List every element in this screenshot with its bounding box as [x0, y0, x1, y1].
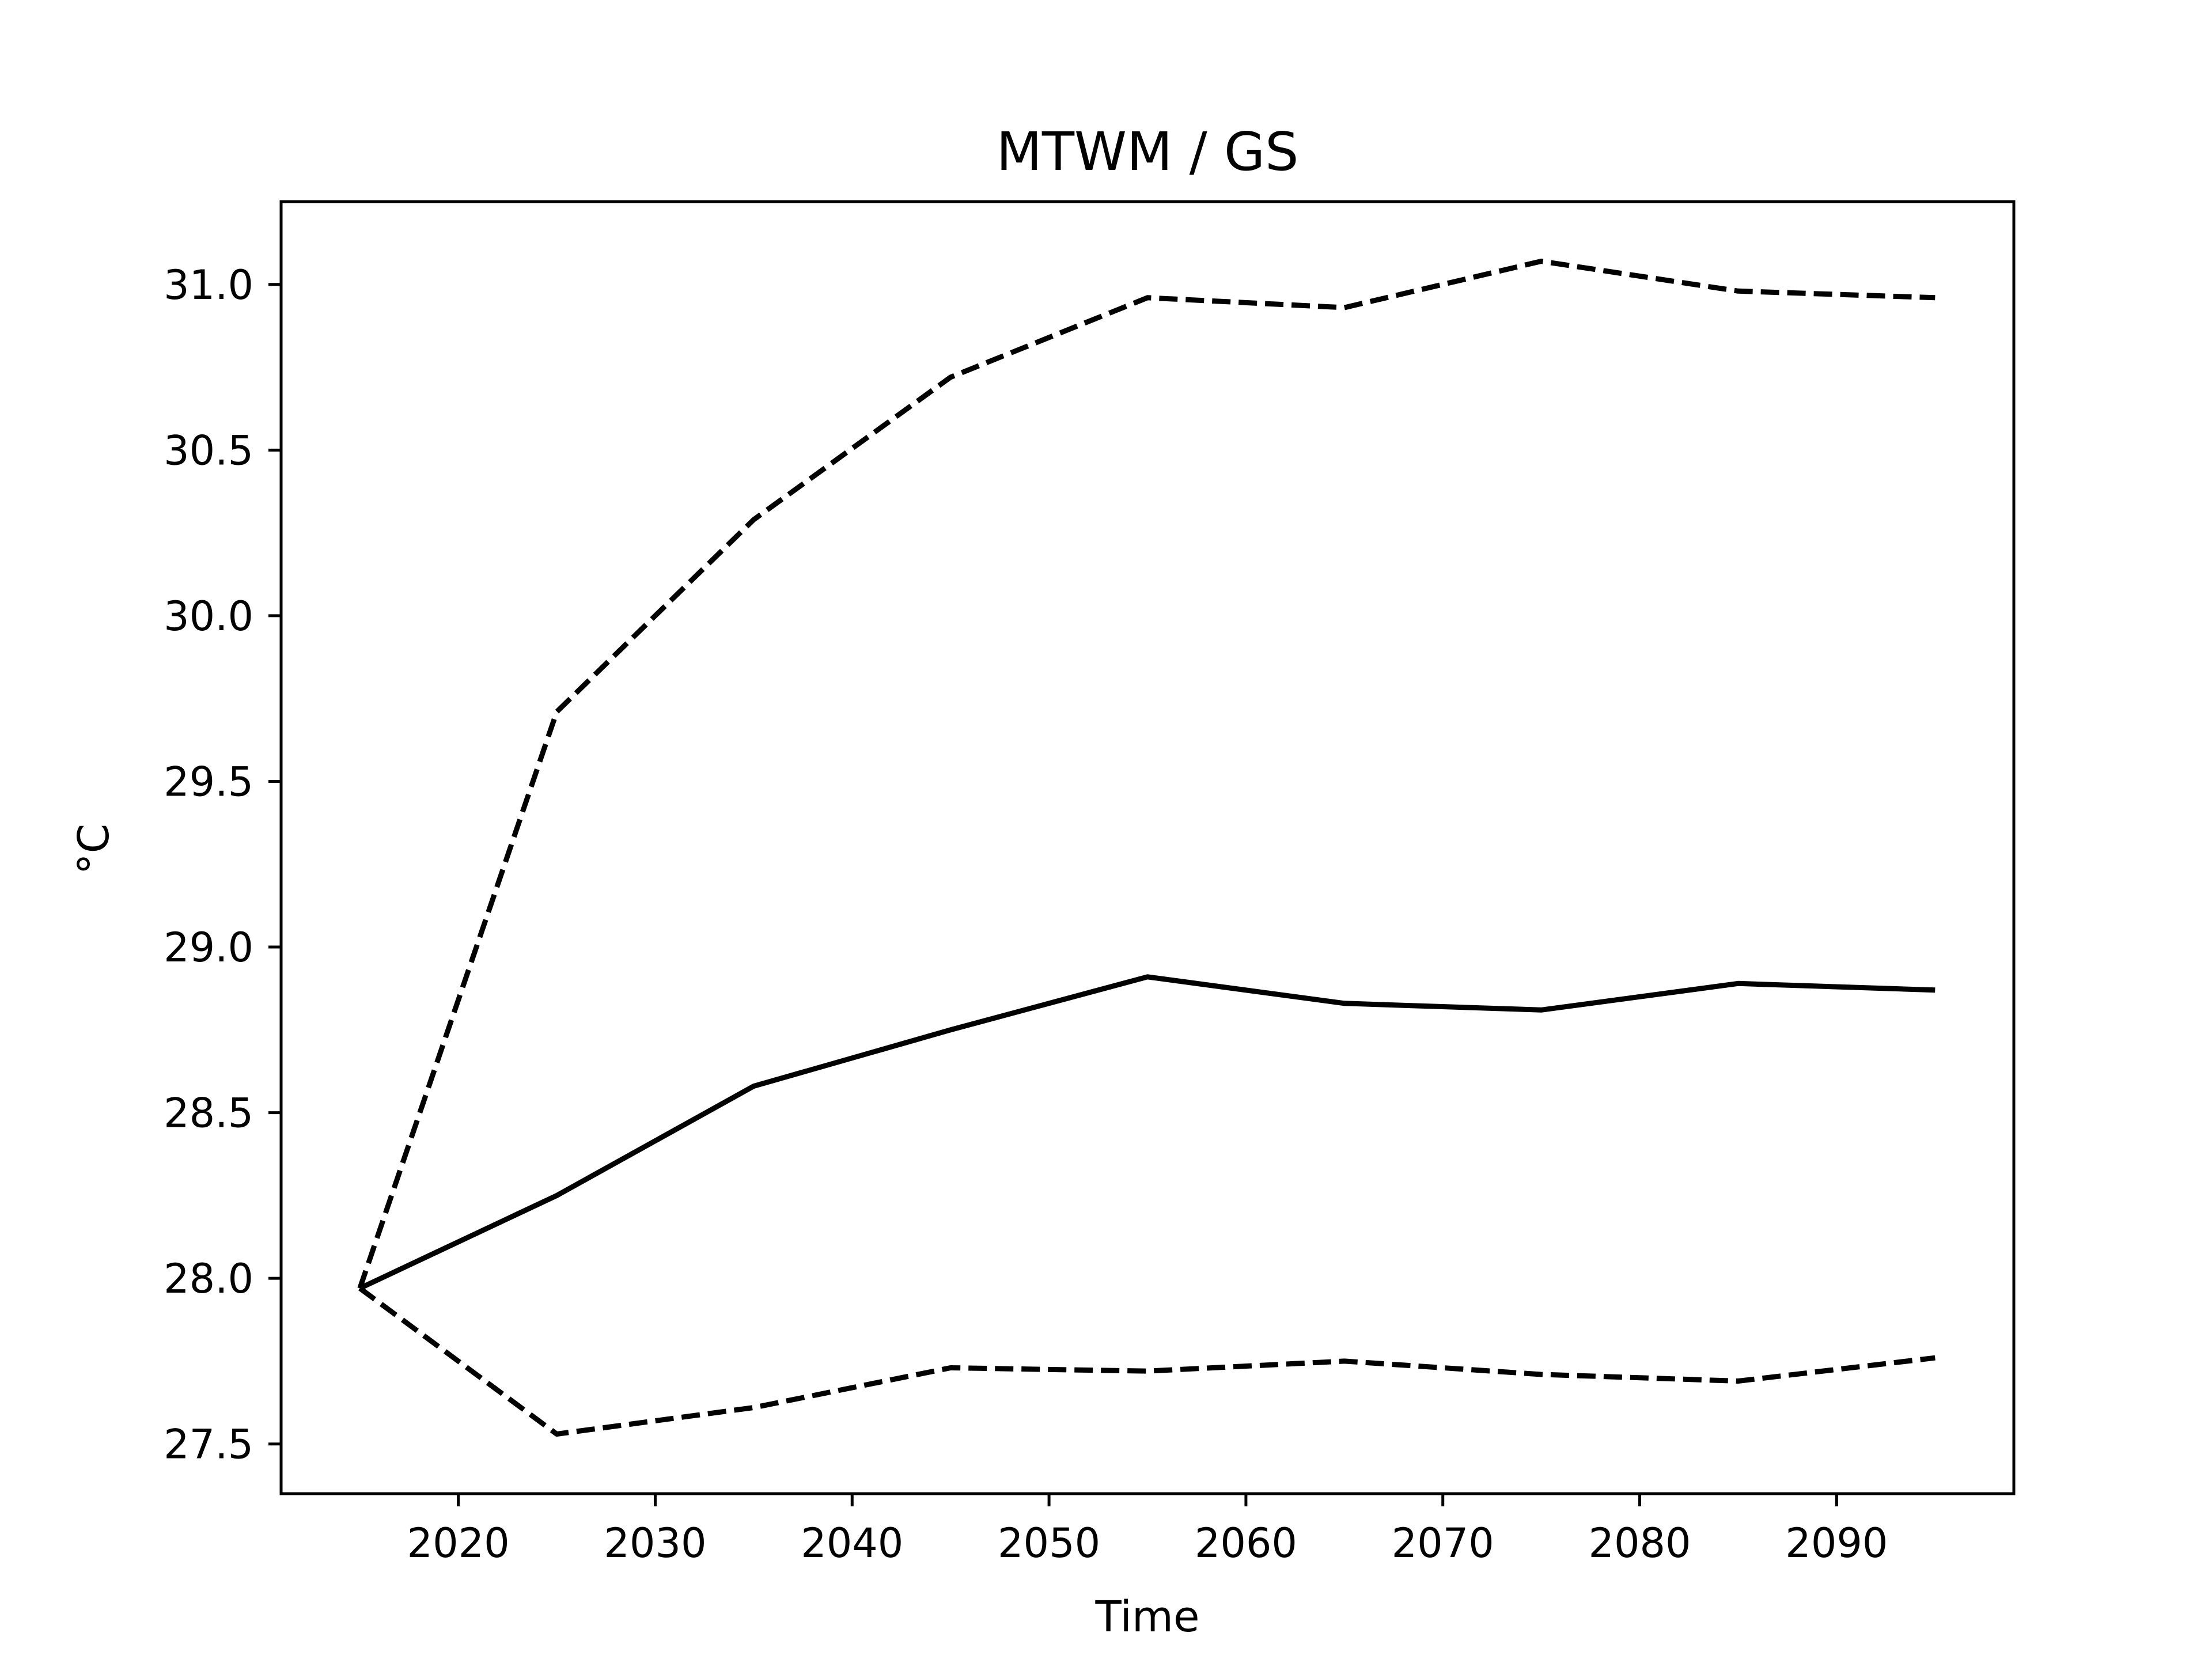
y-tick-label: 29.5: [164, 758, 253, 805]
y-tick-label: 29.0: [164, 924, 253, 971]
x-tick-label: 2060: [1195, 1520, 1297, 1567]
x-tick-label: 2020: [407, 1520, 510, 1567]
series-line-3-dashed: [358, 1286, 1936, 1437]
x-tick-label: 2030: [604, 1520, 706, 1567]
x-tick-label: 2090: [1785, 1520, 1888, 1567]
y-tick-label: 27.5: [164, 1421, 253, 1468]
x-tick-label: 2050: [998, 1520, 1100, 1567]
series-line-2-dashed: [357, 259, 1936, 1289]
x-tick-label: 2040: [801, 1520, 903, 1567]
y-tick-label: 30.5: [164, 427, 253, 474]
y-axis-label: °C: [69, 824, 119, 875]
y-tick-label: 28.0: [164, 1255, 253, 1302]
series-line-1-solid: [358, 974, 1936, 1291]
x-tick-label: 2070: [1392, 1520, 1494, 1567]
plot-frame: [279, 200, 2016, 1495]
y-tick-label: 28.5: [164, 1090, 253, 1137]
series-layer: [357, 259, 1936, 1437]
y-tick-label: 30.0: [164, 593, 253, 640]
x-axis: 2020 2030 2040 2050 2060 2070 2080 2090: [407, 1494, 1888, 1567]
y-tick-label: 31.0: [164, 262, 253, 309]
x-axis-label: Time: [1094, 1592, 1199, 1642]
x-tick-label: 2080: [1588, 1520, 1691, 1567]
y-axis: 27.5 28.0 28.5 29.0 29.5 30.0 30.5 31.0: [164, 262, 281, 1468]
chart-title: MTWM / GS: [996, 121, 1298, 183]
